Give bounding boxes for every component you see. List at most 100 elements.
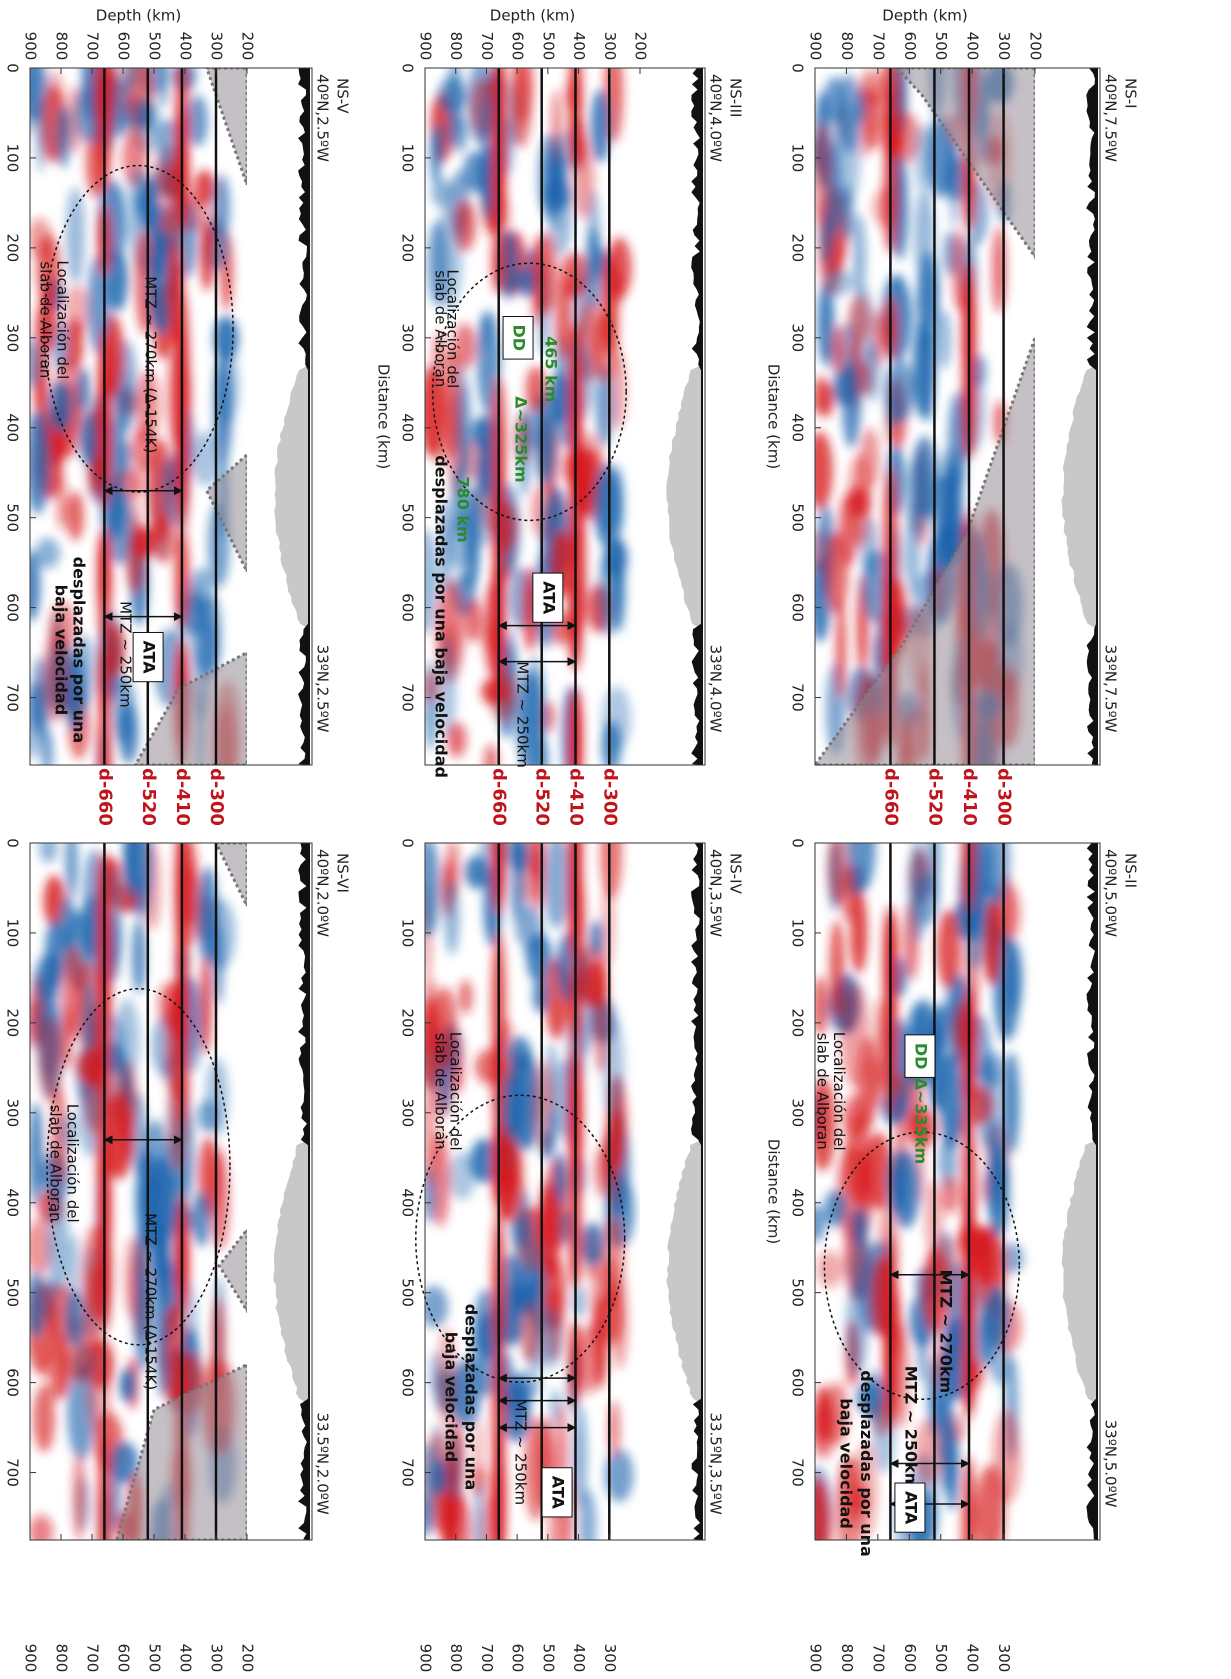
- anomaly: [829, 919, 845, 1021]
- x-tick-label: 400: [789, 1188, 807, 1217]
- reference-label: d-410: [566, 768, 587, 826]
- annotation: baja velocidad: [837, 1398, 856, 1529]
- anomaly: [124, 843, 139, 898]
- anomaly: [213, 316, 239, 362]
- anomaly: [841, 186, 854, 241]
- anomaly: [541, 1307, 562, 1370]
- annotation: MTZ ~ 250km: [512, 1399, 530, 1505]
- anomaly: [935, 309, 953, 370]
- y-tick-label: 300: [601, 32, 619, 61]
- anomaly: [601, 686, 631, 752]
- reference-label: d-520: [138, 768, 159, 826]
- anomaly: [194, 169, 216, 207]
- reference-label: d-660: [94, 768, 115, 826]
- anomaly: [893, 112, 920, 163]
- anomaly: [42, 629, 69, 723]
- y-tick-label: 400: [570, 32, 588, 61]
- anomaly: [983, 1285, 1010, 1349]
- anomaly: [590, 1245, 605, 1352]
- topography: [1086, 68, 1097, 765]
- anomaly: [936, 909, 962, 989]
- corner-label: 40ºN,7.5ºW: [1102, 74, 1120, 162]
- x-tick-label: 200: [789, 234, 807, 263]
- anomaly: [1004, 939, 1024, 1014]
- reference-label: d-660: [489, 768, 510, 826]
- annotation: MTZ ~ 250km: [901, 1366, 920, 1490]
- x-tick-label: 200: [399, 1009, 417, 1038]
- anomaly: [109, 1464, 122, 1529]
- anomaly: [79, 412, 98, 466]
- y-tick-label: 800: [447, 32, 465, 61]
- anomaly: [44, 951, 62, 995]
- x-tick-label: 700: [789, 1458, 807, 1487]
- anomaly: [590, 89, 611, 163]
- x-axis-label: Distance (km): [375, 364, 393, 469]
- anomaly: [112, 1060, 139, 1133]
- y-tick-label: 700: [869, 1644, 887, 1673]
- velocity-field: [425, 843, 635, 1540]
- x-tick-label: 100: [789, 919, 807, 948]
- anomaly: [444, 879, 460, 955]
- anomaly: [440, 499, 452, 595]
- annotation: Δ~335km: [911, 1078, 930, 1165]
- x-tick-label: 500: [789, 1278, 807, 1307]
- y-tick-label: 300: [995, 1644, 1013, 1673]
- annotation: desplazadas por una baja velocidad: [432, 455, 451, 778]
- panel: d-300 d-410 d-520 d-660 0 100 200 300 400 500 600 7…: [765, 7, 1140, 826]
- anomaly: [518, 407, 531, 498]
- annotation: ATA: [140, 640, 159, 674]
- x-axis-label: Distance (km): [765, 364, 783, 469]
- y-tick-label: 700: [84, 32, 102, 61]
- annotation: Localización del: [830, 1032, 848, 1151]
- anomaly: [611, 1270, 628, 1370]
- x-tick-label: 200: [4, 1009, 22, 1038]
- y-tick-label: 400: [964, 1644, 982, 1673]
- x-tick-label: 200: [4, 234, 22, 263]
- blobs: [425, 843, 635, 1540]
- corner-label: 40ºN,3.5ºW: [707, 849, 725, 937]
- y-tick-label: 800: [53, 1644, 71, 1673]
- annotation: baja velocidad: [442, 1332, 461, 1463]
- anomaly: [453, 323, 477, 369]
- anomaly: [464, 855, 489, 889]
- anomaly: [500, 1067, 526, 1140]
- anomaly: [197, 866, 219, 967]
- anomaly: [815, 1078, 836, 1171]
- bathymetry: [666, 843, 702, 1540]
- anomaly: [45, 1341, 71, 1402]
- reference-label: d-520: [924, 768, 945, 826]
- anomaly: [555, 278, 573, 360]
- panel-title: NS-IV: [727, 853, 745, 895]
- corner-label: 40ºN,5.0ºW: [1102, 849, 1120, 937]
- x-tick-label: 600: [399, 1368, 417, 1397]
- anomaly: [72, 634, 95, 711]
- y-tick-label: 800: [53, 32, 71, 61]
- anomaly: [106, 249, 129, 312]
- y-tick-label: 800: [838, 1644, 856, 1673]
- y-tick-label: 600: [115, 1644, 133, 1673]
- annotation: MTZ ~ 270km (Δ-154K): [141, 276, 159, 453]
- anomaly: [832, 324, 844, 375]
- annotation: slab de Alboran: [47, 1105, 65, 1222]
- annotation: Localización del: [447, 1032, 465, 1151]
- anomaly: [35, 537, 60, 569]
- y-tick-label: 600: [509, 1644, 527, 1673]
- y-tick-label: 900: [807, 1644, 825, 1673]
- y-tick-label: 700: [869, 32, 887, 61]
- corner-label: 40ºN,4.0ºW: [707, 74, 725, 162]
- x-tick-label: 100: [399, 144, 417, 173]
- anomaly: [73, 1452, 86, 1540]
- x-tick-label: 700: [4, 1458, 22, 1487]
- anomaly: [815, 976, 828, 1036]
- anomaly: [442, 349, 461, 457]
- panel-frame: [814, 67, 1101, 766]
- y-tick-label: 600: [509, 32, 527, 61]
- y-tick-label: 400: [570, 1644, 588, 1673]
- anomaly: [841, 1456, 861, 1527]
- anomaly: [51, 1086, 67, 1186]
- anomaly: [30, 1102, 43, 1205]
- low-velocity-zone: [894, 68, 1035, 260]
- topography: [298, 843, 309, 1540]
- panel-frame: [424, 67, 706, 766]
- y-tick-label: 600: [115, 32, 133, 61]
